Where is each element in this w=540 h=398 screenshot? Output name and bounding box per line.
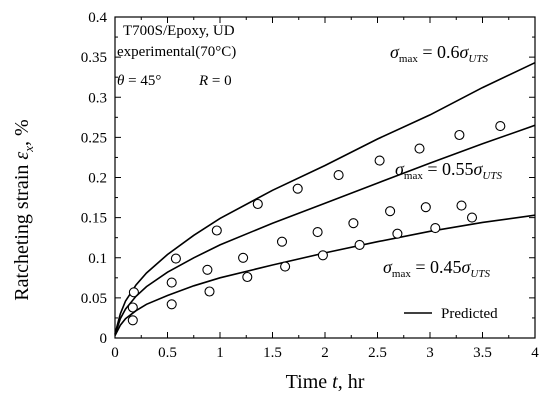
x-tick-label: 4 bbox=[531, 345, 539, 361]
experimental-point bbox=[348, 218, 359, 229]
y-tick-label: 0 bbox=[100, 331, 108, 347]
experimental-point bbox=[166, 277, 177, 288]
axes: 0 0.5 1 1.5 2 2.5 3 3.5 4 0 0.05 0.1 0.15 0.2 0.25 0.3 0… bbox=[81, 10, 540, 361]
series-label-2: σmax = 0.55σUTS bbox=[395, 159, 502, 182]
y-tick-label: 0.25 bbox=[81, 130, 107, 146]
x-tick-label: 0.5 bbox=[158, 345, 177, 361]
plot-area: σmax = 0.6σUTS σmax = 0.55σUTS σmax = 0.45… bbox=[114, 42, 536, 336]
x-tick-label: 0 bbox=[111, 345, 119, 361]
y-tick-label: 0.2 bbox=[88, 171, 107, 187]
y-axis-title: Ratcheting strain εx, % bbox=[11, 119, 36, 300]
material-label: T700S/Epoxy, UD bbox=[123, 23, 235, 39]
experimental-point bbox=[312, 227, 323, 238]
experimental-point bbox=[166, 299, 177, 310]
y-tick-label: 0.05 bbox=[81, 291, 107, 307]
experimental-point bbox=[242, 271, 253, 283]
experimental-point bbox=[317, 250, 328, 261]
ratio-label: R = 0 bbox=[198, 73, 232, 89]
experimental-point bbox=[414, 143, 425, 154]
x-axis-title: Time t, hr bbox=[286, 371, 365, 393]
experimental-point bbox=[392, 228, 403, 239]
experimental-point bbox=[238, 252, 249, 263]
experimental-point bbox=[495, 121, 506, 132]
theta-label: θ = 45° bbox=[117, 73, 161, 89]
experimental-point bbox=[211, 225, 222, 236]
y-tick-label: 0.35 bbox=[81, 50, 107, 66]
y-tick-label: 0.15 bbox=[81, 211, 107, 227]
experimental-point bbox=[374, 155, 385, 166]
experimental-point bbox=[276, 236, 288, 247]
experimental-point bbox=[292, 183, 303, 194]
x-tick-label: 2.5 bbox=[368, 345, 387, 361]
experimental-point bbox=[454, 129, 465, 141]
experimental-point bbox=[354, 239, 365, 250]
experimental-point bbox=[204, 286, 215, 297]
experimental-point bbox=[128, 287, 139, 298]
experimental-point bbox=[280, 261, 291, 272]
experimental-point bbox=[333, 170, 344, 181]
experimental-point bbox=[466, 212, 478, 223]
experimental-point bbox=[127, 302, 138, 313]
condition-label: experimental(70°C) bbox=[117, 44, 236, 60]
y-tick-label: 0.4 bbox=[88, 10, 107, 26]
legend: Predicted bbox=[404, 306, 498, 322]
x-tick-label: 2 bbox=[321, 345, 329, 361]
series-label-1: σmax = 0.6σUTS bbox=[390, 42, 488, 65]
experimental-point bbox=[202, 264, 213, 275]
legend-label: Predicted bbox=[441, 306, 498, 322]
experimental-point bbox=[456, 200, 467, 211]
experimental-point bbox=[420, 202, 431, 213]
x-tick-label: 3 bbox=[426, 345, 434, 361]
experimental-point bbox=[430, 223, 441, 234]
experimental-point bbox=[385, 206, 396, 217]
x-tick-label: 1.5 bbox=[263, 345, 282, 361]
material-annotation: T700S/Epoxy, UD experimental(70°C) θ = 4… bbox=[117, 23, 236, 89]
experimental-point bbox=[127, 315, 138, 326]
predicted-line-1 bbox=[114, 61, 536, 335]
predicted-line-2 bbox=[114, 124, 536, 336]
x-tick-label: 1 bbox=[216, 345, 224, 361]
experimental-point bbox=[170, 253, 181, 264]
x-tick-label: 3.5 bbox=[473, 345, 492, 361]
predicted-line-3 bbox=[114, 214, 536, 336]
y-tick-label: 0.3 bbox=[88, 90, 107, 106]
y-tick-label: 0.1 bbox=[88, 251, 107, 267]
series-label-3: σmax = 0.45σUTS bbox=[383, 257, 490, 280]
experimental-point bbox=[252, 198, 263, 210]
